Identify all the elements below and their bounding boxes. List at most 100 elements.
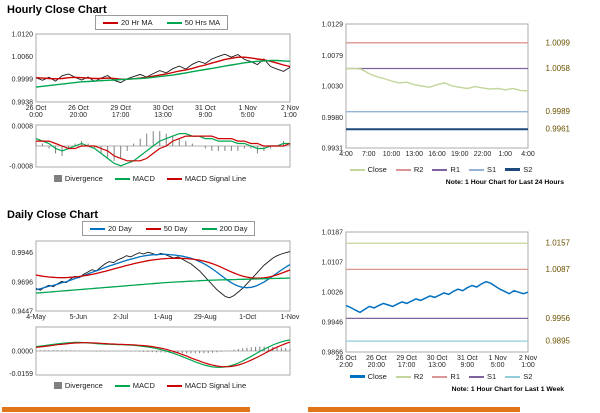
svg-text:0.9931: 0.9931 <box>322 146 344 153</box>
legend-label: 20 Day <box>108 224 132 233</box>
legend-swatch <box>145 227 161 230</box>
svg-text:26 Oct: 26 Oct <box>366 355 387 362</box>
legend-swatch <box>201 227 217 230</box>
weekly-levels-legend: Close R2 R1 S1 S2 <box>310 372 572 381</box>
legend-swatch <box>469 168 484 171</box>
svg-text:1.0129: 1.0129 <box>322 22 344 29</box>
svg-text:22:00: 22:00 <box>474 151 492 158</box>
legend-swatch <box>53 382 62 389</box>
legend-swatch <box>395 375 411 378</box>
legend-swatch <box>432 375 448 378</box>
svg-text:1:00: 1:00 <box>521 362 535 369</box>
svg-text:-0.0008: -0.0008 <box>9 163 33 170</box>
svg-text:19:00: 19:00 <box>451 151 469 158</box>
svg-text:1.0120: 1.0120 <box>12 32 34 39</box>
svg-text:1.0107: 1.0107 <box>322 259 344 266</box>
svg-text:0.9980: 0.9980 <box>322 115 344 122</box>
svg-text:4:00: 4:00 <box>339 151 353 158</box>
legend-swatch <box>505 375 521 378</box>
svg-text:1.0087: 1.0087 <box>546 265 571 274</box>
svg-text:1.0099: 1.0099 <box>546 38 571 47</box>
legend-label: MACD <box>132 381 155 390</box>
legend-swatch <box>114 177 130 180</box>
daily-macd-legend: Divergence MACD MACD Signal Line <box>0 381 300 390</box>
legend-swatch <box>90 227 105 230</box>
svg-text:4:00: 4:00 <box>521 151 535 158</box>
legend-label: MACD Signal Line <box>184 381 247 390</box>
svg-text:0:00: 0:00 <box>29 112 43 119</box>
legend-label: R2 <box>413 372 424 381</box>
svg-text:30 Oct: 30 Oct <box>153 105 174 112</box>
svg-text:20:00: 20:00 <box>368 362 386 369</box>
legend-label: 200 Day <box>219 224 248 233</box>
footer-strip-right <box>308 407 520 412</box>
legend-swatch <box>166 21 182 24</box>
svg-text:0.9696: 0.9696 <box>12 279 34 286</box>
legend-label: Close <box>367 372 387 381</box>
legend-item-50-day: 50 Day <box>145 224 188 233</box>
svg-text:13:00: 13:00 <box>428 362 446 369</box>
weekly-levels-chart: 1.0157 1.0087 0.9956 0.9895 1.0187 1.0107 1.00… <box>322 230 571 370</box>
legend-item-s1: S1 <box>469 372 496 381</box>
legend-item-macd: MACD <box>114 174 155 183</box>
legend-item-20-day: 20 Day <box>90 224 132 233</box>
legend-label: R2 <box>413 165 424 174</box>
legend-item-macd: MACD <box>114 381 155 390</box>
svg-text:1.0079: 1.0079 <box>322 53 344 60</box>
svg-text:26 Oct: 26 Oct <box>68 105 89 112</box>
legend-swatch <box>349 375 365 378</box>
svg-text:16:00: 16:00 <box>428 151 446 158</box>
svg-text:13:00: 13:00 <box>154 112 172 119</box>
hourly-levels-note: Note: 1 Hour Chart for Last 24 Hours <box>445 179 564 186</box>
svg-text:1.0060: 1.0060 <box>12 54 34 61</box>
svg-text:4-May: 4-May <box>26 314 46 321</box>
svg-text:2-Jul: 2-Jul <box>113 314 129 321</box>
svg-text:0.9895: 0.9895 <box>546 337 571 346</box>
svg-text:29 Oct: 29 Oct <box>110 105 131 112</box>
legend-item-macd-signal-line: MACD Signal Line <box>166 381 247 390</box>
legend-label: R1 <box>450 372 460 381</box>
legend-item-s2: S2 <box>505 372 532 381</box>
legend-label: 50 Hrs MA <box>184 18 221 27</box>
svg-text:1-Oct: 1-Oct <box>239 314 256 321</box>
svg-text:0.9946: 0.9946 <box>12 250 34 257</box>
legend-item-divergence: Divergence <box>53 174 103 183</box>
daily-chart-title: Daily Close Chart <box>7 209 99 221</box>
legend-swatch <box>114 384 130 387</box>
svg-text:0.9961: 0.9961 <box>546 125 571 134</box>
svg-text:1.0187: 1.0187 <box>322 230 344 237</box>
legend-swatch <box>166 384 182 387</box>
svg-text:5-Jun: 5-Jun <box>70 314 88 321</box>
legend-item-20-hr-ma: 20 Hr MA <box>103 18 153 27</box>
svg-text:29-Aug: 29-Aug <box>194 314 217 321</box>
legend-label: S2 <box>523 372 533 381</box>
legend-item-r1: R1 <box>432 372 460 381</box>
svg-text:1 Nov: 1 Nov <box>239 105 258 112</box>
legend-label: MACD <box>132 174 155 183</box>
svg-text:0.9946: 0.9946 <box>322 320 344 327</box>
svg-text:9:00: 9:00 <box>199 112 213 119</box>
legend-item-divergence: Divergence <box>53 381 103 390</box>
svg-text:0.9999: 0.9999 <box>12 77 34 84</box>
weekly-levels-note: Note: 1 Hour Chart for Last 1 Week <box>451 386 564 393</box>
svg-text:0.9989: 0.9989 <box>546 107 571 116</box>
legend-item-close: Close <box>349 372 387 381</box>
hourly-levels-chart: 1.0099 1.0058 0.9989 0.9961 1.0129 1.0079 1.00… <box>322 22 571 159</box>
svg-text:1.0026: 1.0026 <box>322 290 344 297</box>
legend-item-s2: S2 <box>505 165 532 174</box>
legend-swatch <box>349 168 365 171</box>
svg-text:0.0000: 0.0000 <box>12 349 34 356</box>
hourly-ma-legend: 20 Hr MA 50 Hrs MA <box>95 15 229 30</box>
svg-text:1:00: 1:00 <box>283 112 297 119</box>
legend-item-200-day: 200 Day <box>201 224 248 233</box>
legend-item-r2: R2 <box>395 165 424 174</box>
legend-label: S1 <box>487 372 497 381</box>
hourly-chart-title: Hourly Close Chart <box>7 4 107 16</box>
legend-label: 50 Day <box>163 224 188 233</box>
legend-label: Close <box>367 165 387 174</box>
footer-strip-left <box>2 407 250 412</box>
legend-label: S2 <box>523 165 533 174</box>
legend-swatch <box>166 177 182 180</box>
svg-text:1 Nov: 1 Nov <box>489 355 508 362</box>
